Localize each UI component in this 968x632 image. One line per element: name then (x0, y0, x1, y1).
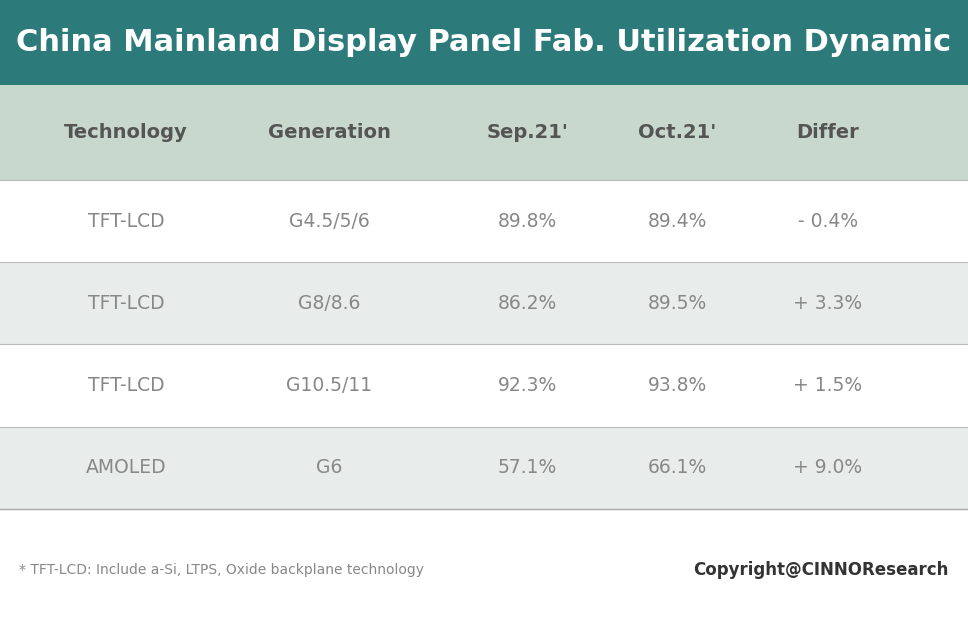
Text: 89.4%: 89.4% (648, 212, 708, 231)
Text: TFT-LCD: TFT-LCD (87, 294, 165, 313)
FancyBboxPatch shape (0, 262, 968, 344)
Text: China Mainland Display Panel Fab. Utilization Dynamic: China Mainland Display Panel Fab. Utiliz… (16, 28, 952, 57)
FancyBboxPatch shape (0, 180, 968, 262)
Text: + 3.3%: + 3.3% (793, 294, 862, 313)
Text: TFT-LCD: TFT-LCD (87, 212, 165, 231)
Text: Sep.21': Sep.21' (487, 123, 568, 142)
Text: Copyright@CINNOResearch: Copyright@CINNOResearch (693, 561, 949, 580)
Text: Generation: Generation (268, 123, 390, 142)
Text: + 9.0%: + 9.0% (793, 458, 862, 477)
Text: Technology: Technology (64, 123, 188, 142)
FancyBboxPatch shape (0, 427, 968, 509)
FancyBboxPatch shape (0, 344, 968, 427)
Text: G10.5/11: G10.5/11 (287, 376, 372, 395)
Text: 89.8%: 89.8% (498, 212, 558, 231)
FancyBboxPatch shape (0, 0, 968, 85)
Text: + 1.5%: + 1.5% (793, 376, 862, 395)
Text: G4.5/5/6: G4.5/5/6 (288, 212, 370, 231)
Text: Oct.21': Oct.21' (639, 123, 716, 142)
Text: G8/8.6: G8/8.6 (298, 294, 360, 313)
Text: 66.1%: 66.1% (648, 458, 708, 477)
Text: 86.2%: 86.2% (498, 294, 558, 313)
Text: 93.8%: 93.8% (648, 376, 708, 395)
Text: * TFT-LCD: Include a-Si, LTPS, Oxide backplane technology: * TFT-LCD: Include a-Si, LTPS, Oxide bac… (19, 563, 424, 578)
Text: 57.1%: 57.1% (498, 458, 558, 477)
Text: 92.3%: 92.3% (498, 376, 558, 395)
FancyBboxPatch shape (0, 509, 968, 632)
Text: Differ: Differ (797, 123, 859, 142)
Text: - 0.4%: - 0.4% (798, 212, 858, 231)
Text: G6: G6 (316, 458, 343, 477)
FancyBboxPatch shape (0, 85, 968, 180)
Text: TFT-LCD: TFT-LCD (87, 376, 165, 395)
Text: 89.5%: 89.5% (648, 294, 708, 313)
Text: AMOLED: AMOLED (85, 458, 166, 477)
